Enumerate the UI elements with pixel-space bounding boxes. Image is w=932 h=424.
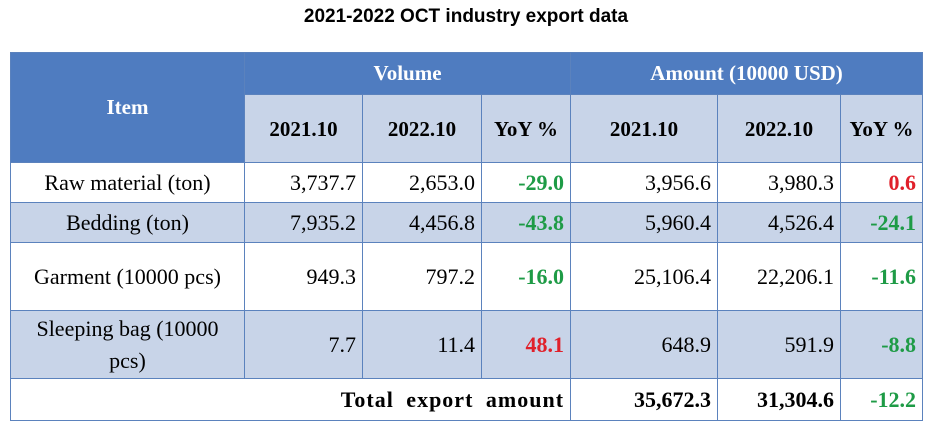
table-row: Bedding (ton) 7,935.2 4,456.8 -43.8 5,96… <box>10 202 924 243</box>
volume-yoy: -43.8 <box>480 202 572 243</box>
amount-2022: 22,206.1 <box>717 242 842 311</box>
total-amount-yoy: -12.2 <box>840 378 924 421</box>
row-item: Garment (10000 pcs) <box>10 242 245 311</box>
volume-2022: 2,653.0 <box>362 162 482 203</box>
volume-2022: 4,456.8 <box>362 202 482 243</box>
total-label: Total export amount <box>9 378 572 421</box>
header-volume-2021: 2021.10 <box>244 94 363 163</box>
volume-yoy: -16.0 <box>480 242 572 311</box>
volume-2021: 949.3 <box>244 242 363 311</box>
page-title: 2021-2022 OCT industry export data <box>303 6 629 27</box>
amount-yoy: 0.6 <box>840 162 924 203</box>
total-amount-2022: 31,304.6 <box>717 378 842 421</box>
amount-2022: 4,526.4 <box>717 202 842 243</box>
export-data-table: Item Volume Amount (10000 USD) 2021.10 2… <box>9 52 924 421</box>
amount-2021: 648.9 <box>570 310 719 379</box>
table-row: Raw material (ton) 3,737.7 2,653.0 -29.0… <box>10 162 924 203</box>
total-row: Total export amount 35,672.3 31,304.6 -1… <box>9 378 924 421</box>
volume-yoy: -29.0 <box>480 162 572 203</box>
amount-yoy: -24.1 <box>840 202 924 243</box>
row-item: Bedding (ton) <box>10 202 245 243</box>
volume-2021: 7,935.2 <box>244 202 363 243</box>
amount-yoy: -8.8 <box>840 310 924 379</box>
amount-2021: 3,956.6 <box>570 162 719 203</box>
table-row: Garment (10000 pcs) 949.3 797.2 -16.0 25… <box>10 242 924 311</box>
header-amount: Amount (10000 USD) <box>570 52 924 95</box>
header-volume-yoy: YoY % <box>480 94 572 163</box>
header-amount-2022: 2022.10 <box>717 94 842 163</box>
header-volume: Volume <box>243 52 572 95</box>
table-row: Sleeping bag (10000 pcs) 7.7 11.4 48.1 6… <box>10 310 924 379</box>
header-volume-2022: 2022.10 <box>362 94 482 163</box>
row-item: Raw material (ton) <box>10 162 245 203</box>
volume-yoy: 48.1 <box>480 310 572 379</box>
header-amount-yoy: YoY % <box>840 94 924 163</box>
header-item: Item <box>10 52 245 163</box>
amount-2021: 5,960.4 <box>570 202 719 243</box>
amount-2022: 591.9 <box>717 310 842 379</box>
total-amount-2021: 35,672.3 <box>570 378 719 421</box>
volume-2022: 11.4 <box>362 310 482 379</box>
volume-2022: 797.2 <box>362 242 482 311</box>
volume-2021: 3,737.7 <box>244 162 363 203</box>
amount-2021: 25,106.4 <box>570 242 719 311</box>
amount-yoy: -11.6 <box>840 242 924 311</box>
amount-2022: 3,980.3 <box>717 162 842 203</box>
volume-2021: 7.7 <box>244 310 363 379</box>
row-item: Sleeping bag (10000 pcs) <box>10 310 245 379</box>
header-amount-2021: 2021.10 <box>570 94 719 163</box>
